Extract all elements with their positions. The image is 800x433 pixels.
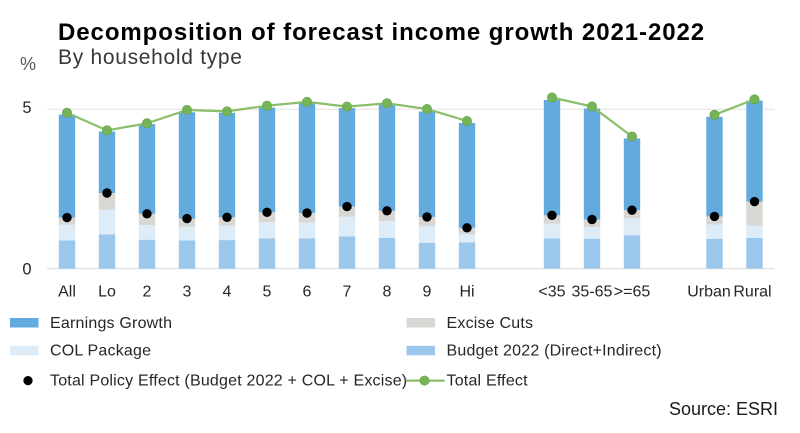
svg-text:%: %: [20, 54, 36, 74]
svg-text:35-65: 35-65: [572, 284, 613, 301]
svg-text:Rural: Rural: [733, 284, 771, 301]
svg-text:6: 6: [303, 284, 312, 301]
svg-text:All: All: [58, 284, 76, 301]
svg-text:Total Policy Effect (Budget 20: Total Policy Effect (Budget 2022 + COL +…: [50, 372, 407, 389]
svg-text:COL Package: COL Package: [50, 343, 151, 360]
svg-text:3: 3: [183, 284, 192, 301]
svg-text:Budget 2022 (Direct+Indirect): Budget 2022 (Direct+Indirect): [447, 343, 662, 360]
svg-text:>=65: >=65: [614, 284, 651, 301]
svg-text:0: 0: [22, 261, 31, 279]
svg-text:7: 7: [343, 284, 352, 301]
svg-text:4: 4: [223, 284, 232, 301]
svg-text:By household type: By household type: [58, 46, 243, 69]
svg-text:<35: <35: [538, 284, 565, 301]
svg-text:Excise Cuts: Excise Cuts: [447, 315, 534, 332]
svg-text:Lo: Lo: [98, 284, 116, 301]
svg-text:8: 8: [383, 284, 392, 301]
svg-text:9: 9: [423, 284, 432, 301]
svg-text:Total Effect: Total Effect: [447, 372, 529, 389]
svg-text:Decomposition of forecast inco: Decomposition of forecast income growth …: [58, 19, 705, 46]
svg-text:Urban: Urban: [687, 284, 731, 301]
svg-text:5: 5: [22, 99, 31, 117]
svg-text:2: 2: [143, 284, 152, 301]
svg-text:5: 5: [263, 284, 272, 301]
svg-text:Earnings Growth: Earnings Growth: [50, 315, 172, 332]
svg-text:Source: ESRI: Source: ESRI: [669, 399, 778, 419]
svg-text:Hi: Hi: [459, 284, 474, 301]
